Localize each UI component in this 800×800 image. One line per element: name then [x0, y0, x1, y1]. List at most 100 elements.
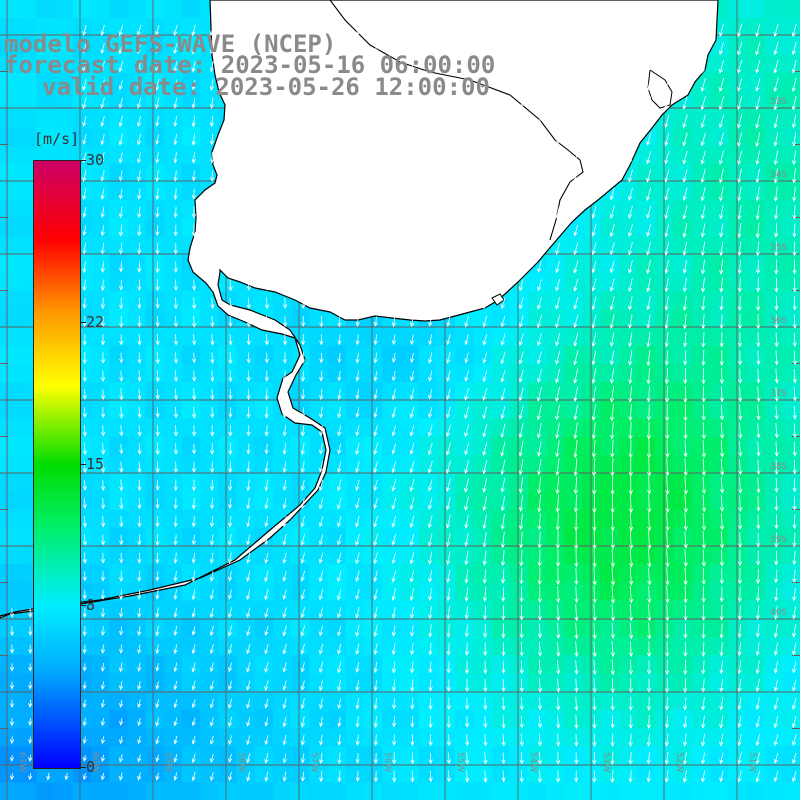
speed-cell	[782, 109, 800, 128]
speed-cell	[782, 728, 800, 747]
wind-arrow	[246, 170, 251, 182]
wind-arrow	[264, 698, 269, 709]
speed-cell	[236, 345, 256, 365]
speed-cell	[400, 564, 420, 583]
speed-cell	[709, 491, 729, 511]
speed-cell	[145, 637, 165, 656]
speed-cell	[54, 54, 74, 74]
wind-arrow	[228, 589, 233, 600]
speed-cell	[18, 509, 37, 529]
wind-arrow	[282, 498, 287, 510]
wind-arrow	[155, 424, 160, 437]
wind-arrow	[464, 79, 470, 91]
wind-arrow	[355, 425, 360, 437]
speed-cell	[418, 327, 438, 347]
wind-arrow	[246, 735, 251, 746]
wind-arrow	[155, 407, 160, 419]
wind-arrow	[464, 697, 470, 710]
speed-cell	[327, 582, 347, 602]
wind-arrow	[592, 604, 597, 622]
wind-arrow	[556, 678, 561, 693]
wind-arrow	[355, 352, 360, 364]
wind-arrow	[283, 170, 288, 182]
wind-arrow	[137, 534, 142, 546]
speed-cell	[364, 637, 383, 656]
speed-cell	[509, 637, 529, 656]
speed-cell	[309, 400, 329, 420]
speed-cell	[746, 782, 765, 800]
wind-arrow	[428, 24, 433, 37]
speed-cell	[218, 709, 238, 729]
wind-arrow	[537, 314, 542, 329]
wind-arrow	[264, 461, 269, 473]
wind-arrow	[264, 661, 269, 673]
wind-arrow	[555, 296, 561, 310]
wind-arrow	[464, 679, 470, 693]
wind-arrow	[555, 260, 560, 274]
wind-arrow	[355, 479, 360, 491]
speed-cell	[618, 345, 638, 365]
speed-cell	[782, 200, 800, 219]
wind-arrow	[683, 531, 688, 549]
speed-cell	[782, 254, 800, 274]
speed-cell	[218, 418, 238, 438]
speed-cell	[527, 345, 547, 365]
wind-arrow	[774, 368, 779, 384]
speed-cell	[109, 327, 128, 347]
speed-cell	[673, 382, 693, 401]
wind-arrow	[82, 79, 87, 91]
speed-cell	[473, 418, 492, 438]
wind-arrow	[282, 479, 287, 492]
speed-cell	[709, 546, 729, 565]
speed-cell	[655, 673, 674, 693]
speed-cell	[673, 327, 693, 347]
speed-cell	[163, 36, 183, 56]
speed-cell	[400, 728, 420, 747]
wind-arrow	[737, 605, 742, 621]
wind-arrow	[246, 370, 251, 382]
wind-arrow	[155, 97, 160, 110]
wind-arrow	[755, 568, 761, 585]
wind-arrow	[337, 534, 342, 546]
wind-arrow	[82, 571, 87, 582]
wind-arrow	[792, 205, 797, 220]
speed-cell	[72, 18, 92, 37]
speed-cell	[145, 273, 165, 292]
wind-arrow	[355, 316, 360, 327]
wind-arrow	[701, 422, 706, 440]
wind-arrow	[246, 388, 251, 401]
wind-arrow	[410, 316, 415, 328]
speed-cell	[637, 728, 656, 747]
wind-arrow	[664, 187, 670, 201]
wind-arrow	[337, 461, 342, 473]
speed-cell	[273, 709, 292, 729]
speed-cell	[0, 18, 19, 37]
wind-arrow	[9, 717, 15, 727]
wind-arrow	[646, 367, 651, 385]
speed-cell	[655, 473, 674, 492]
wind-arrow	[664, 752, 669, 765]
speed-cell	[546, 527, 565, 547]
wind-arrow	[446, 188, 451, 201]
speed-cell	[637, 254, 656, 274]
speed-cell	[0, 36, 19, 56]
wind-arrow	[591, 187, 597, 201]
speed-cell	[691, 182, 711, 201]
speed-cell	[127, 509, 147, 529]
wind-arrow	[700, 96, 706, 111]
wind-arrow	[264, 224, 270, 237]
wind-arrow	[555, 278, 561, 292]
speed-cell	[127, 145, 147, 165]
speed-cell	[655, 637, 674, 656]
wind-arrow	[592, 659, 597, 676]
speed-cell	[163, 400, 183, 420]
wind-arrow	[228, 24, 233, 36]
speed-cell	[582, 455, 602, 474]
wind-arrow	[119, 279, 124, 291]
wind-arrow	[173, 79, 178, 91]
wind-arrow	[137, 170, 142, 182]
wind-arrow	[738, 404, 743, 421]
wind-arrow	[500, 387, 506, 401]
wind-arrow	[155, 79, 160, 91]
speed-cell	[618, 673, 638, 693]
